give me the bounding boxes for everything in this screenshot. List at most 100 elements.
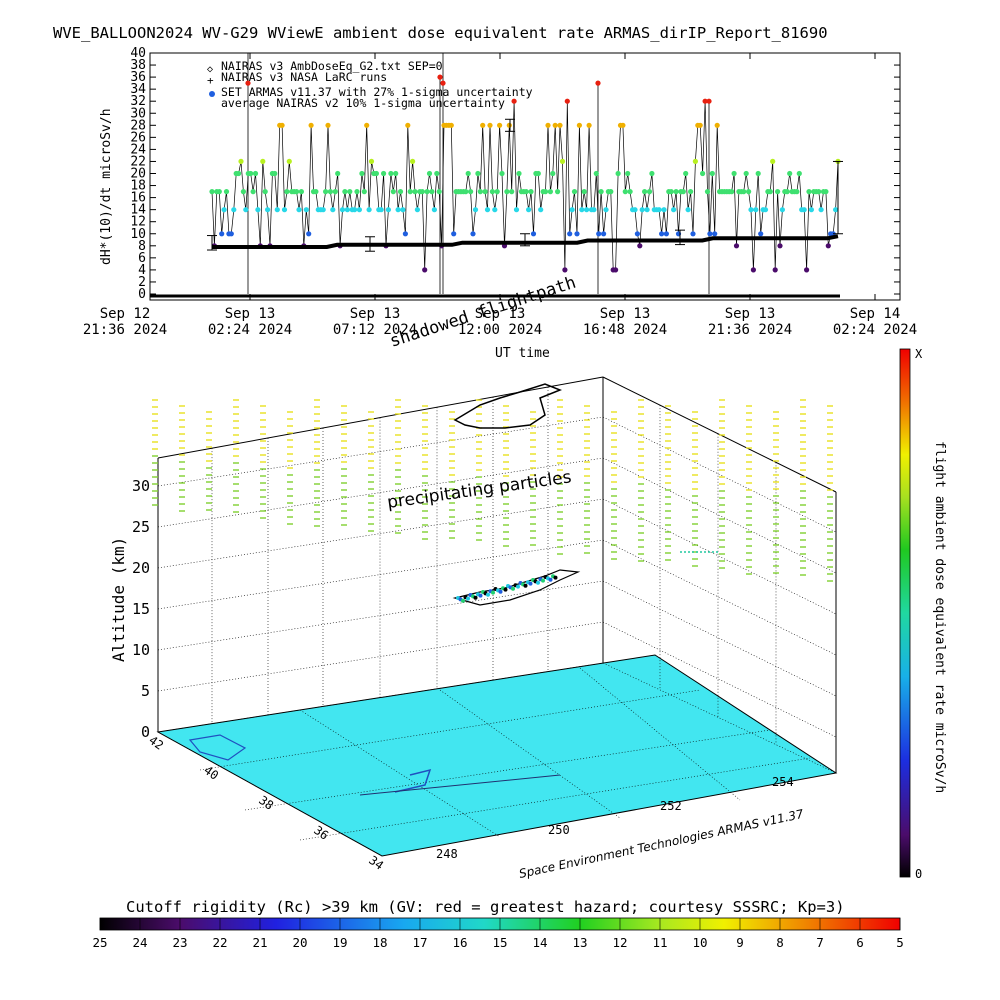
dose-point [492,207,498,213]
lat-tick-label: 36 [311,823,331,843]
dose-point [700,170,706,177]
dose-point [538,207,544,213]
dose-point [794,189,800,195]
dose-point [422,267,428,273]
dose-point [806,189,812,195]
dose-point [625,170,631,177]
dose-point [412,189,418,195]
dose-point [569,207,575,213]
dose-point [366,207,372,213]
y-axis-label: dH*(10)/dt microSv/h [99,108,114,265]
scale-tick-label: 13 [572,935,587,950]
x-tick-time: 02:24 2024 [833,322,917,338]
dose-point [767,189,773,195]
y-tick-label: 36 [130,70,146,85]
dose-point [354,189,360,195]
dose-point [463,189,469,195]
colorbar-top-label: X [915,347,923,361]
dose-point [784,189,790,195]
y-tick-label: 22 [130,154,146,169]
precipitating-particles-label: precipitating particles [386,467,573,513]
floor-grid-line [199,689,701,771]
alt-tick-label: 10 [132,641,150,659]
dose-point [236,170,242,177]
dose-point [661,207,667,213]
dose-point [750,267,757,273]
dose-point [448,122,454,128]
dose-point [656,207,662,213]
alt-tick-label: 30 [132,477,150,495]
dose-point [586,122,592,128]
dose-point [221,207,227,213]
flight-dose-point [503,587,508,592]
dose-point [584,207,590,213]
dose-point [364,122,370,128]
dose-point [755,170,761,177]
dose-point [294,189,300,195]
dose-point [526,207,532,213]
dose-point [671,207,677,213]
y-tick-label: 30 [130,106,146,121]
dose-point [808,207,815,213]
x-tick-day: Sep 13 [225,306,276,322]
dose-point [762,207,769,213]
scale-tick-label: 16 [452,935,467,950]
alt-grid-line [157,416,604,487]
scale-tick-label: 15 [492,935,507,950]
y-tick-label: 28 [130,118,146,133]
alt-grid-line [157,539,604,610]
dose-point [393,170,399,177]
dose-point [303,207,309,213]
dose-point [385,207,391,213]
flight-dose-point [511,586,515,591]
dose-point [528,189,534,195]
dose-point [323,189,329,195]
y-tick-label: 4 [138,263,146,278]
dose-point [603,207,609,213]
dose-point [347,189,353,195]
flight-dose-point [548,577,553,582]
dose-point [712,231,718,237]
dose-point [431,207,437,213]
dose-point [547,189,554,195]
flight-shadow [453,383,563,429]
dose-point [426,170,433,177]
dose-point [402,231,408,237]
dose-point [468,189,474,195]
dose-point [615,170,621,177]
dose-point [825,243,831,249]
dose-point [620,122,626,128]
y-tick-label: 8 [138,239,146,254]
dose-point [219,231,225,237]
dose-point [281,207,288,213]
dose-point [729,189,735,195]
y-tick-label: 12 [130,215,146,230]
dose-point [313,189,319,195]
alt-grid-line [602,539,837,656]
dose-point [552,122,558,128]
y-tick-label: 32 [130,94,146,109]
dose-point [484,207,491,213]
dose-point [480,122,486,128]
dose-point [595,80,601,86]
dose-point [581,189,587,195]
dose-point [649,170,655,177]
map-outline [359,774,561,796]
y-tick-label: 34 [130,82,146,97]
dose-point [330,207,336,213]
dose-point [596,231,602,237]
x-tick-time: 07:12 2024 [333,322,417,338]
dose-point [748,207,754,213]
y-tick-label: 2 [138,275,146,290]
y-tick-label: 14 [130,203,146,218]
dose-point [702,98,708,104]
dose-point [506,122,512,128]
legend: ◇ NAIRAS v3 AmbDoseEq_G2.txt SEP=0 + NAI… [207,59,533,110]
flight-track [452,569,581,606]
dose-point [325,122,331,128]
altitude-axis-label: Altitude (km) [109,537,128,662]
scale-tick-label: 19 [332,935,347,950]
dose-point [262,189,268,195]
dose-point [395,207,401,213]
